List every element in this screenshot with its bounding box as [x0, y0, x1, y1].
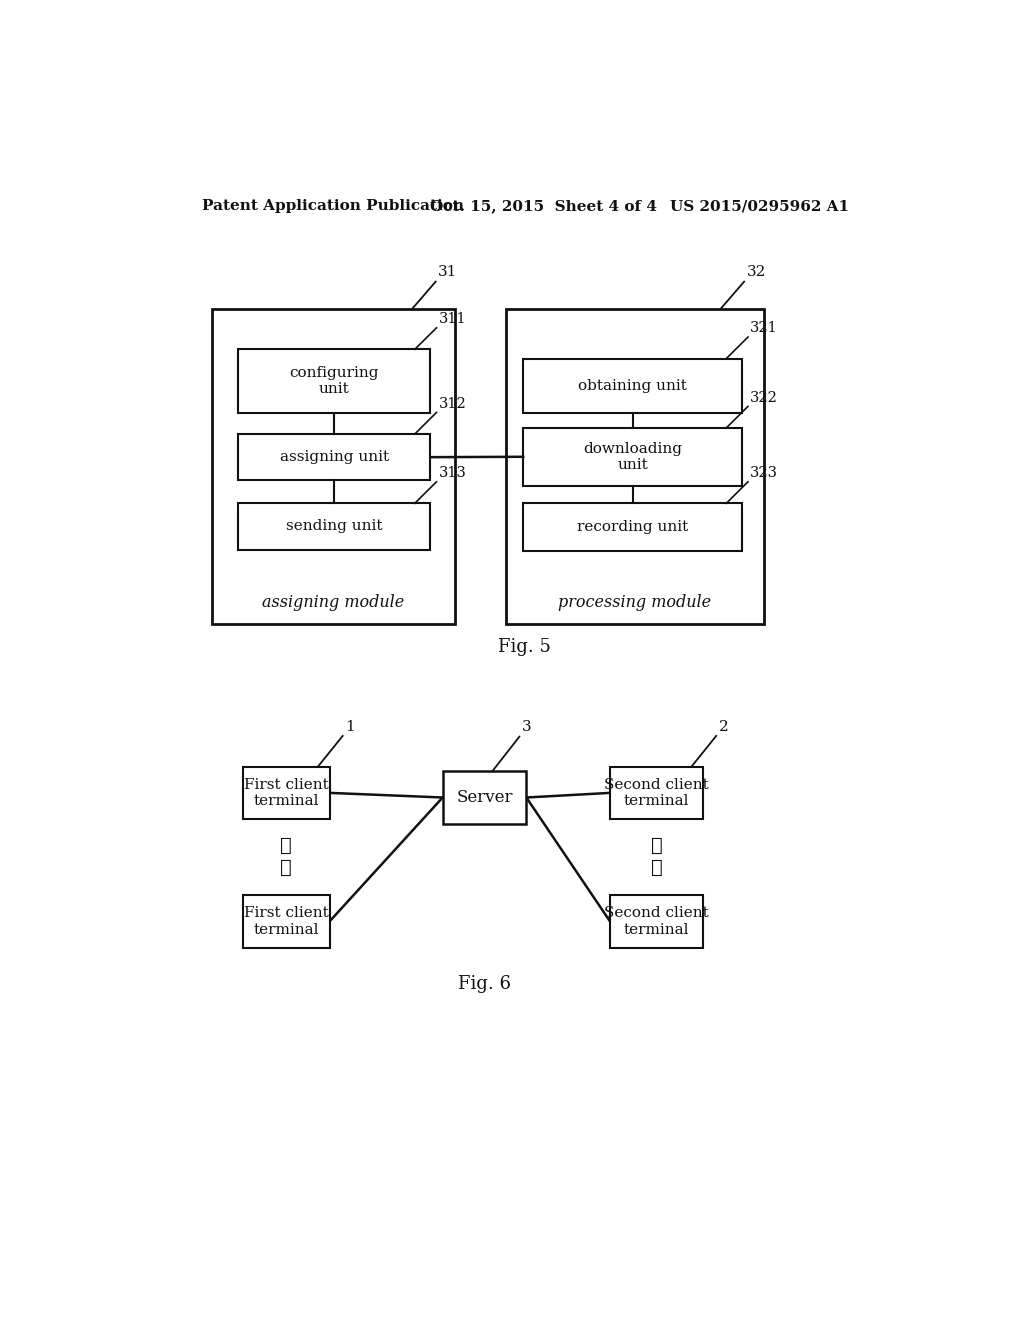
Text: Fig. 5: Fig. 5	[499, 639, 551, 656]
Text: 312: 312	[438, 397, 467, 411]
Text: 2: 2	[719, 719, 728, 734]
FancyBboxPatch shape	[610, 895, 703, 948]
Text: 323: 323	[751, 466, 778, 480]
Text: ⋯: ⋯	[281, 837, 292, 855]
Text: 313: 313	[438, 466, 467, 480]
Text: ⋯: ⋯	[281, 859, 292, 876]
Text: 1: 1	[345, 719, 354, 734]
Text: assigning module: assigning module	[262, 594, 404, 611]
Text: recording unit: recording unit	[577, 520, 688, 535]
Text: ⋯: ⋯	[650, 859, 663, 876]
Text: 311: 311	[438, 313, 466, 326]
FancyBboxPatch shape	[238, 350, 430, 412]
Text: First client
terminal: First client terminal	[244, 777, 329, 808]
Text: 322: 322	[751, 391, 778, 405]
Text: 31: 31	[438, 265, 458, 280]
Text: US 2015/0295962 A1: US 2015/0295962 A1	[671, 199, 850, 213]
FancyBboxPatch shape	[238, 503, 430, 549]
FancyBboxPatch shape	[523, 359, 741, 412]
Text: Oct. 15, 2015  Sheet 4 of 4: Oct. 15, 2015 Sheet 4 of 4	[430, 199, 657, 213]
Text: Patent Application Publication: Patent Application Publication	[202, 199, 464, 213]
FancyBboxPatch shape	[506, 309, 764, 624]
Text: processing module: processing module	[558, 594, 712, 611]
Text: 321: 321	[751, 322, 778, 335]
FancyBboxPatch shape	[243, 767, 330, 818]
FancyBboxPatch shape	[442, 771, 526, 824]
Text: assigning unit: assigning unit	[280, 450, 389, 465]
Text: Fig. 6: Fig. 6	[458, 975, 511, 993]
Text: Second client
terminal: Second client terminal	[604, 907, 709, 937]
Text: obtaining unit: obtaining unit	[579, 379, 687, 392]
FancyBboxPatch shape	[610, 767, 703, 818]
FancyBboxPatch shape	[238, 434, 430, 480]
Text: Server: Server	[457, 789, 513, 807]
Text: First client
terminal: First client terminal	[244, 907, 329, 937]
FancyBboxPatch shape	[243, 895, 330, 948]
Text: Second client
terminal: Second client terminal	[604, 777, 709, 808]
Text: downloading
unit: downloading unit	[583, 442, 682, 471]
Text: 3: 3	[521, 721, 531, 734]
Text: configuring
unit: configuring unit	[290, 366, 379, 396]
Text: sending unit: sending unit	[286, 520, 382, 533]
Text: 32: 32	[746, 265, 766, 280]
FancyBboxPatch shape	[523, 503, 741, 552]
Text: ⋯: ⋯	[650, 837, 663, 855]
FancyBboxPatch shape	[212, 309, 455, 624]
FancyBboxPatch shape	[523, 428, 741, 486]
